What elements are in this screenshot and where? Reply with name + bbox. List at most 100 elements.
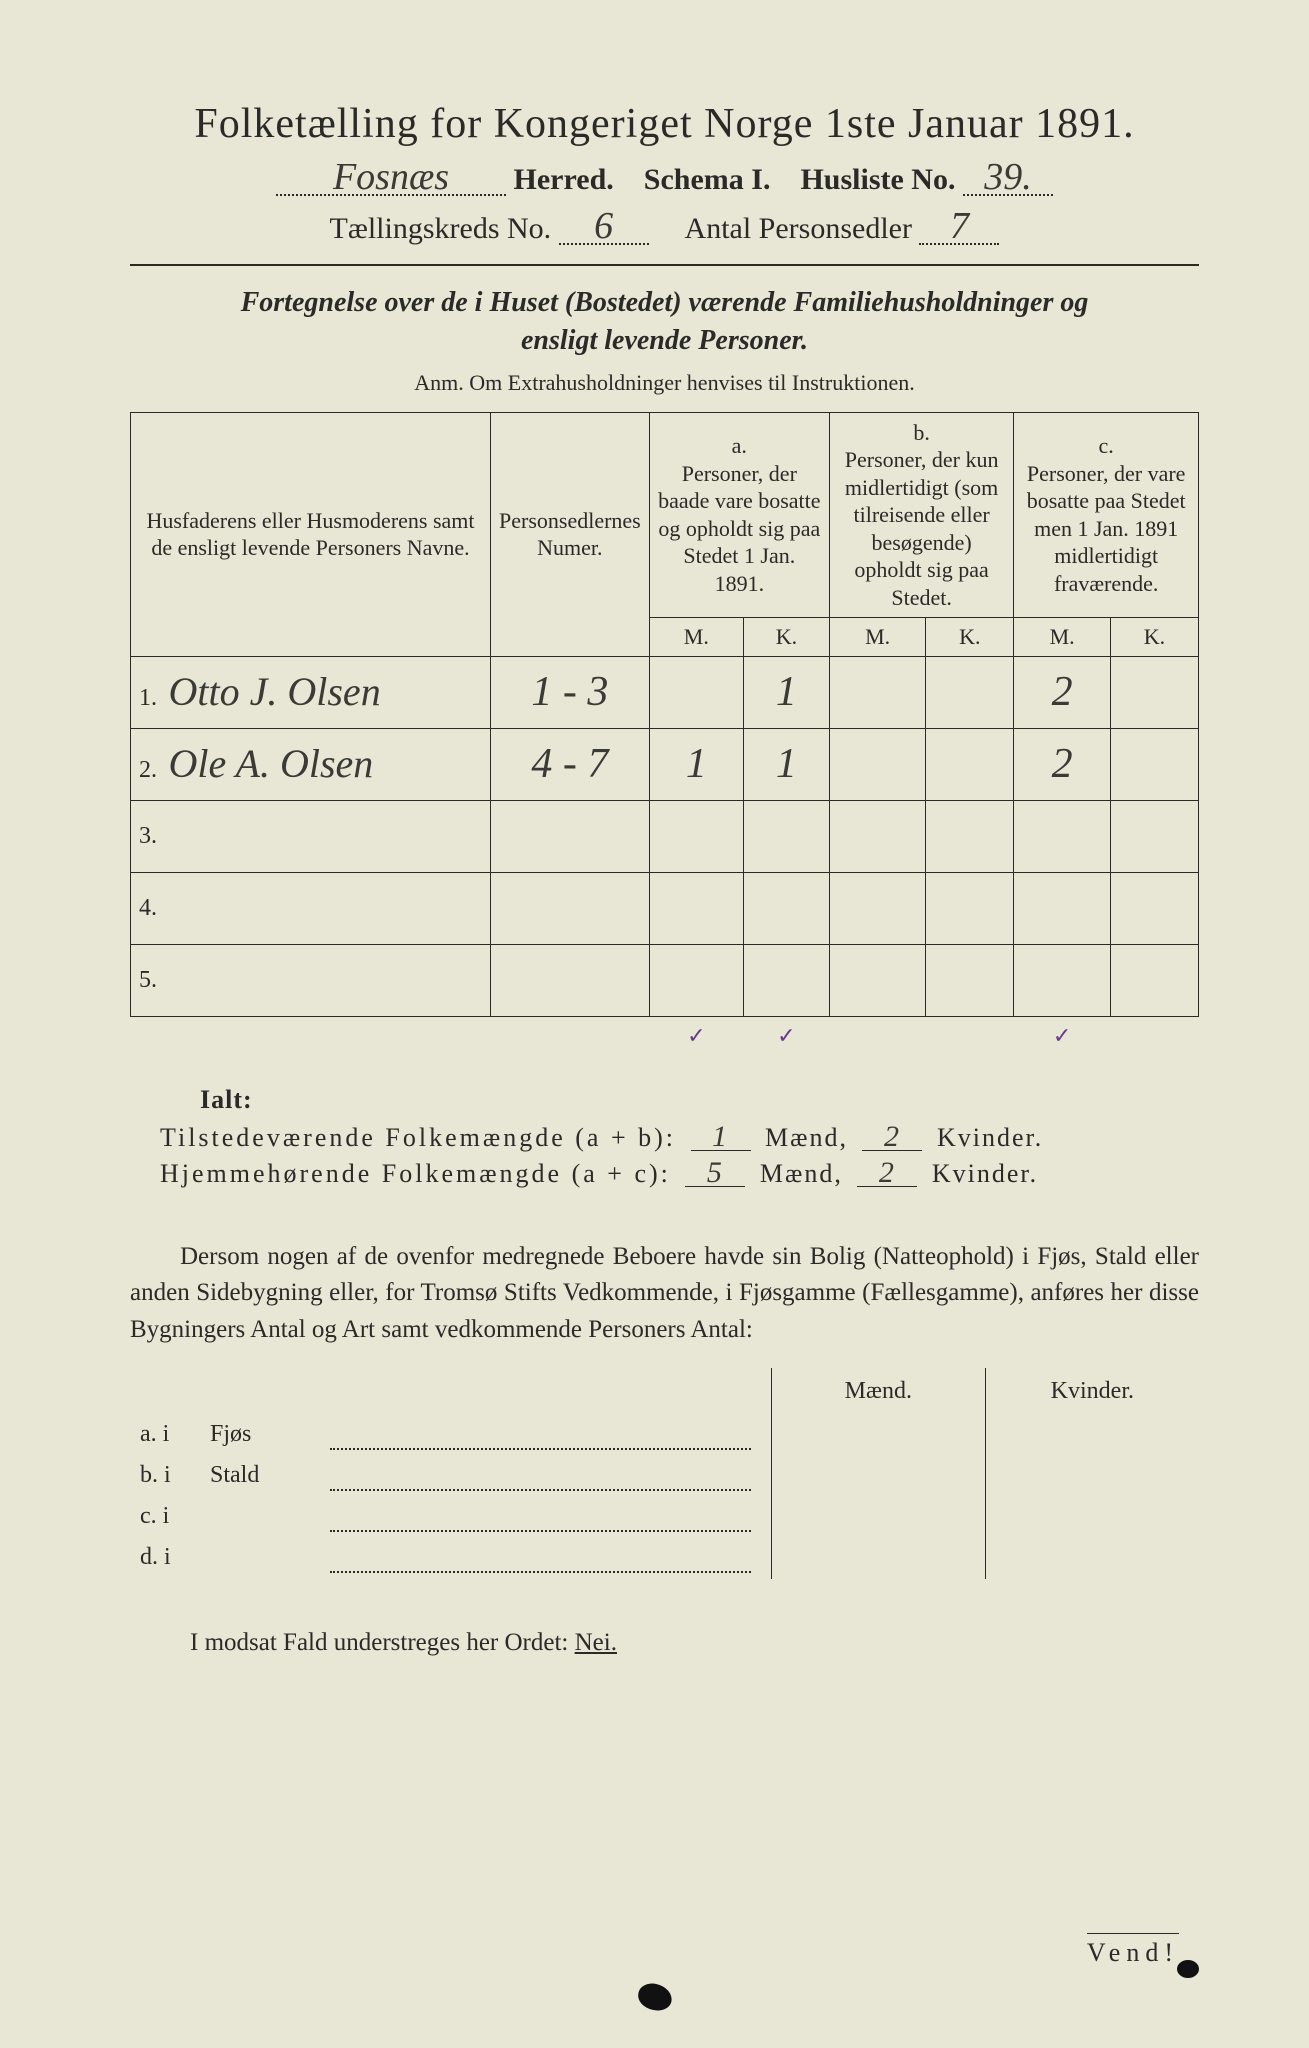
c-k: K.	[1110, 618, 1198, 657]
table-row: 3.	[131, 801, 1199, 873]
aK: 1	[743, 729, 829, 801]
household-table: Husfaderens eller Husmoderens samt de en…	[130, 412, 1199, 1056]
kreds-label: Tællingskreds No.	[330, 212, 552, 245]
cK	[1110, 729, 1198, 801]
bK	[926, 729, 1014, 801]
name-cell: 2. Ole A. Olsen	[131, 729, 491, 801]
person-name: Otto J. Olsen	[169, 669, 381, 714]
bK	[926, 657, 1014, 729]
aM: 1	[649, 729, 743, 801]
name-cell: 3.	[131, 801, 491, 873]
cK	[1110, 873, 1198, 945]
outbuildings-para: Dersom nogen af de ovenfor medregnede Be…	[130, 1239, 1199, 1348]
form-subtitle: Fortegnelse over de i Huset (Bostedet) v…	[215, 284, 1115, 360]
col-b: b. Personer, der kun midlertidigt (som t…	[829, 412, 1013, 618]
aM	[649, 657, 743, 729]
col-sedler: Personsedlernes Numer.	[491, 412, 650, 657]
ink-blot	[635, 1981, 674, 2014]
outbuilding-row: c. i	[130, 1497, 1199, 1538]
cK	[1110, 801, 1198, 873]
cM	[1014, 873, 1111, 945]
bM	[829, 873, 925, 945]
name-cell: 4.	[131, 873, 491, 945]
table-row: 4.	[131, 873, 1199, 945]
herred-line: Fosnæs Herred. Schema I. Husliste No. 39…	[130, 160, 1199, 197]
bK	[926, 873, 1014, 945]
tilstede-line: Tilstedeværende Folkemængde (a + b): 1 M…	[160, 1123, 1199, 1153]
sedler-cell	[491, 801, 650, 873]
husliste-label: Husliste No.	[800, 163, 955, 196]
kreds-line: Tællingskreds No. 6 Antal Personsedler 7	[130, 209, 1199, 246]
cM	[1014, 945, 1111, 1017]
hjemme-line: Hjemmehørende Folkemængde (a + c): 5 Mæn…	[160, 1159, 1199, 1189]
bM	[829, 801, 925, 873]
rule-1	[130, 264, 1199, 266]
personsedler-no: 7	[919, 209, 999, 245]
name-cell: 1. Otto J. Olsen	[131, 657, 491, 729]
bK	[926, 945, 1014, 1017]
outb-header: Mænd. Kvinder.	[130, 1368, 1199, 1415]
form-title: Folketælling for Kongeriget Norge 1ste J…	[130, 100, 1199, 148]
sedler-cell	[491, 873, 650, 945]
husliste-no: 39.	[963, 160, 1053, 196]
sedler-cell: 1 - 3	[491, 657, 650, 729]
table-row: 2. Ole A. Olsen4 - 7112	[131, 729, 1199, 801]
table-row: 1. Otto J. Olsen1 - 3 1 2	[131, 657, 1199, 729]
cK	[1110, 945, 1198, 1017]
col-names: Husfaderens eller Husmoderens samt de en…	[131, 412, 491, 657]
check-aK: ✓	[743, 1017, 829, 1056]
kreds-no: 6	[559, 209, 649, 245]
outb-maend: Mænd.	[771, 1368, 985, 1415]
schema-label: Schema I.	[644, 163, 771, 196]
personsedler-label: Antal Personsedler	[685, 212, 912, 245]
aK: 1	[743, 657, 829, 729]
vend-label: Vend!	[1087, 1933, 1179, 1968]
bM	[829, 657, 925, 729]
b-m: M.	[829, 618, 925, 657]
bM	[829, 729, 925, 801]
cM	[1014, 801, 1111, 873]
ink-blot-2	[1177, 1960, 1199, 1978]
ialt-label: Ialt:	[200, 1085, 1199, 1115]
checks-row: ✓ ✓ ✓	[131, 1017, 1199, 1056]
b-k: K.	[926, 618, 1014, 657]
cM: 2	[1014, 729, 1111, 801]
outbuilding-row: d. i	[130, 1538, 1199, 1579]
col-c: c. Personer, der vare bosatte paa Stedet…	[1014, 412, 1199, 618]
aK	[743, 945, 829, 1017]
aM	[649, 945, 743, 1017]
tilstede-m: 1	[691, 1123, 751, 1151]
cM: 2	[1014, 657, 1111, 729]
table-row: 5.	[131, 945, 1199, 1017]
a-k: K.	[743, 618, 829, 657]
c-m: M.	[1014, 618, 1111, 657]
person-name: Ole A. Olsen	[169, 741, 374, 786]
census-form-page: Folketælling for Kongeriget Norge 1ste J…	[0, 0, 1309, 2048]
sedler-cell	[491, 945, 650, 1017]
tilstede-k: 2	[862, 1123, 922, 1151]
aK	[743, 801, 829, 873]
aK	[743, 873, 829, 945]
aM	[649, 801, 743, 873]
name-cell: 5.	[131, 945, 491, 1017]
bM	[829, 945, 925, 1017]
hjemme-m: 5	[685, 1159, 745, 1187]
col-a: a. Personer, der baade vare bosatte og o…	[649, 412, 829, 618]
cK	[1110, 657, 1198, 729]
sedler-cell: 4 - 7	[491, 729, 650, 801]
anm-note: Anm. Om Extrahusholdninger henvises til …	[130, 370, 1199, 396]
outbuilding-row: b. iStald	[130, 1456, 1199, 1497]
hjemme-k: 2	[857, 1159, 917, 1187]
outbuildings-table: Mænd. Kvinder. a. iFjøs b. iStald c. i d…	[130, 1368, 1199, 1579]
nei-word: Nei.	[575, 1629, 617, 1656]
a-m: M.	[649, 618, 743, 657]
outb-kvinder: Kvinder.	[985, 1368, 1199, 1415]
herred-value: Fosnæs	[276, 160, 506, 196]
check-cM: ✓	[1014, 1017, 1111, 1056]
check-aM: ✓	[649, 1017, 743, 1056]
outbuilding-row: a. iFjøs	[130, 1415, 1199, 1456]
nei-line: I modsat Fald understreges her Ordet: Ne…	[190, 1629, 1199, 1657]
aM	[649, 873, 743, 945]
bK	[926, 801, 1014, 873]
herred-label: Herred.	[514, 163, 614, 196]
